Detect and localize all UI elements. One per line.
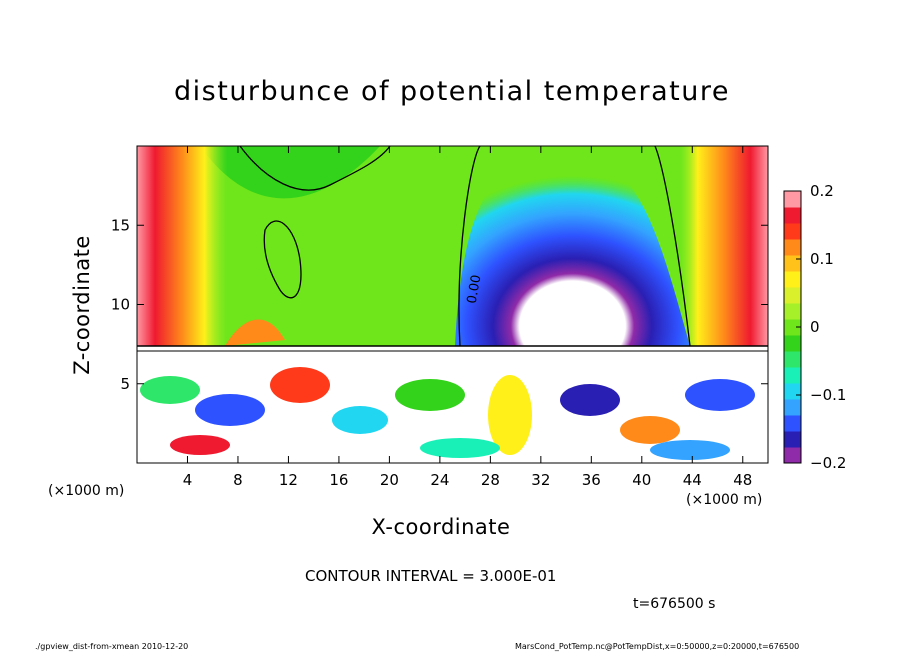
field-left-warm <box>137 146 227 346</box>
footer-script-name: ./gpview_dist-from-xmean 2010-12-20 <box>35 642 189 651</box>
time-label: t=676500 s <box>633 596 716 612</box>
colorbar-swatch <box>784 351 801 368</box>
colorbar-swatch <box>784 207 801 224</box>
x-unit-label-right: (×1000 m) <box>686 492 763 508</box>
colorbar-swatch <box>784 303 801 320</box>
x-tick-label: 24 <box>430 471 449 489</box>
contour-interval-note: CONTOUR INTERVAL = 3.000E-01 <box>305 567 557 585</box>
colorbar-swatch <box>784 287 801 304</box>
x-tick-label: 44 <box>683 471 702 489</box>
y-axis: 5 10 15 <box>111 216 768 393</box>
x-axis: 4 8 12 16 20 24 28 32 36 40 44 48 <box>183 146 752 489</box>
colorbar-swatch <box>784 431 801 448</box>
lower-turbulent-field <box>140 367 755 460</box>
x-tick-label: 40 <box>632 471 651 489</box>
contour-label: 0.00 <box>465 274 485 305</box>
footer-data-source: MarsCond_PotTemp.nc@PotTempDist,x=0:5000… <box>515 642 800 651</box>
y-tick-label: 10 <box>111 296 130 314</box>
y-axis-label: Z-coordinate <box>70 235 94 375</box>
colorbar-tick-label: 0 <box>810 318 820 336</box>
colorbar-swatch <box>784 191 801 208</box>
x-tick-label: 12 <box>279 471 298 489</box>
x-tick-label: 16 <box>329 471 348 489</box>
x-tick-label: 36 <box>582 471 601 489</box>
field-cold-dome <box>455 146 690 346</box>
field-warm-patch <box>225 319 285 346</box>
colorbar-swatch <box>784 271 801 288</box>
x-tick-label: 8 <box>233 471 243 489</box>
contour-zero-line-right <box>654 146 691 347</box>
colorbar-swatch <box>784 239 801 256</box>
colorbar-tick-label: 0.1 <box>810 250 834 268</box>
colorbar-swatch <box>784 223 801 240</box>
colorbar-swatch <box>784 399 801 416</box>
x-axis-label: X-coordinate <box>0 515 904 539</box>
colorbar-swatch <box>784 335 801 352</box>
colorbar-swatch <box>784 367 801 384</box>
x-tick-label: 28 <box>481 471 500 489</box>
field-darkgreen-band <box>200 146 380 199</box>
chart-title: disturbunce of potential temperature <box>174 76 730 107</box>
y-tick-label: 15 <box>111 216 130 234</box>
colorbar: 0.2 0.1 0 −0.1 −0.2 <box>783 182 846 472</box>
x-unit-label-left: (×1000 m) <box>48 483 125 499</box>
x-tick-label: 48 <box>733 471 752 489</box>
colorbar-tick-label: −0.1 <box>810 386 846 404</box>
field-right-warm <box>680 146 768 346</box>
x-tick-label: 32 <box>531 471 550 489</box>
colorbar-swatch <box>784 415 801 432</box>
x-axis-label-text: X-coordinate <box>371 515 511 539</box>
colorbar-swatch <box>784 447 801 464</box>
contour-zero-line <box>458 146 481 347</box>
contour-upper-closed <box>239 146 391 191</box>
colorbar-swatch <box>784 255 801 272</box>
colorbar-tick-label: −0.2 <box>810 454 846 472</box>
contour-island <box>263 220 302 299</box>
plot-area: 0.00 <box>137 146 768 463</box>
x-tick-label: 4 <box>183 471 193 489</box>
colorbar-swatch <box>784 319 801 336</box>
colorbar-swatch <box>784 383 801 400</box>
colorbar-tick-label: 0.2 <box>810 182 834 200</box>
x-tick-label: 20 <box>380 471 399 489</box>
y-tick-label: 5 <box>120 375 130 393</box>
